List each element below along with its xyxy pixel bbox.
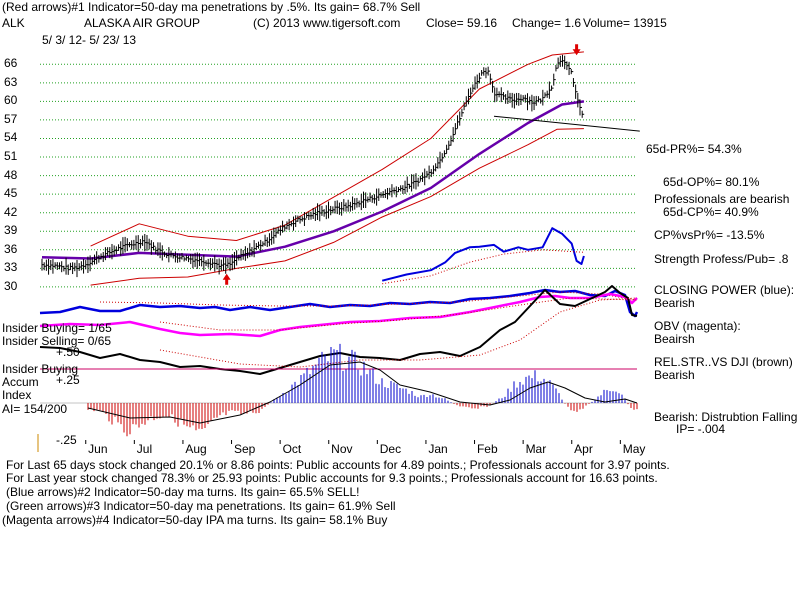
x-tick-label: Dec — [379, 442, 402, 456]
x-tick-label: Feb — [476, 442, 498, 456]
copyright-text: (C) 2013 www.tigersoft.com — [253, 16, 401, 30]
obv-line — [39, 292, 638, 338]
op65-value: 65d-OP%= 80.1% — [663, 175, 760, 189]
acc-tick-top: +.50 — [56, 345, 80, 359]
y-tick-label: 66 — [4, 56, 18, 71]
x-tick-label: May — [622, 442, 646, 456]
x-tick-label: Apr — [574, 442, 593, 456]
x-tick-label: Mar — [525, 442, 547, 456]
obv-label: OBV (magenta): — [654, 319, 741, 333]
insider-buying: Insider Buying= 1/65 — [2, 321, 112, 335]
x-tick-label: Jun — [88, 442, 108, 456]
cp65-value: 65d-CP%= 40.9% — [663, 205, 759, 219]
ai-value: AI= 154/200 — [2, 402, 68, 416]
y-tick-label: 39 — [4, 223, 18, 238]
footer-65day: For Last 65 days stock changed 20.1% or … — [6, 458, 670, 472]
relstr-label: REL.STR..VS DJI (brown) — [654, 355, 793, 369]
ticker-symbol: ALK — [2, 16, 25, 30]
y-tick-label: 30 — [4, 278, 18, 293]
insider-selling: Insider Selling= 0/65 — [2, 334, 112, 348]
acc-tick-bottom: -.25 — [56, 433, 77, 447]
y-tick-label: 54 — [4, 130, 18, 145]
x-tick-label: Jan — [428, 442, 448, 456]
upper-band-line — [90, 51, 584, 247]
closing-power-status: Bearish — [654, 296, 695, 310]
closing-power-label: CLOSING POWER (blue): — [654, 283, 795, 297]
y-tick-label: 33 — [4, 260, 18, 275]
obv-ma-line — [159, 297, 638, 331]
footer-green-arrows: (Green arrows)#3 Indicator=50-day ma pen… — [6, 499, 396, 513]
x-tick-label: Nov — [331, 442, 353, 456]
x-tick-label: Jul — [136, 442, 153, 456]
change-value: Change= 1.6 — [512, 16, 582, 30]
closing-power-lower-line — [39, 288, 639, 318]
insider-buying-label: Insider Buying — [2, 362, 79, 376]
acc-index-ma-line — [87, 361, 638, 424]
y-tick-label: 51 — [4, 149, 18, 164]
support-trendline — [493, 115, 640, 132]
y-tick-label: 42 — [4, 204, 18, 219]
obv-status: Beairsh — [654, 332, 695, 346]
y-tick-label: 36 — [4, 241, 18, 256]
closing-power-ma-line — [382, 249, 584, 285]
x-tick-label: Oct — [282, 442, 302, 456]
index-label: Index — [2, 388, 32, 402]
y-tick-label: 63 — [4, 74, 18, 89]
volume-value: Volume= 13915 — [583, 16, 667, 30]
y-tick-label: 48 — [4, 167, 18, 182]
y-tick-label: 57 — [4, 111, 18, 126]
accum-status: Bearish: Distrubtion Falling — [654, 410, 798, 424]
y-tick-label: 45 — [4, 186, 18, 201]
red-arrow-up — [222, 273, 231, 285]
red-arrow-down — [572, 44, 581, 56]
date-range: 5/ 3/ 12- 5/ 23/ 13 — [42, 33, 137, 47]
close-value: Close= 59.16 — [426, 16, 498, 30]
relative-strength-ma-line — [159, 297, 638, 368]
lower-band-line — [90, 128, 584, 286]
y-tick-label: 60 — [4, 93, 18, 108]
ma50-line — [41, 100, 585, 260]
accum-label: Accum — [2, 375, 39, 389]
footer-magenta-arrows: (Magenta arrows)#4 Indicator=50-day IPA … — [2, 513, 388, 527]
pr65-value: 65d-PR%= 54.3% — [646, 142, 742, 156]
ip-value: IP= -.004 — [676, 422, 726, 436]
professionals-bearish: Professionals are bearish — [654, 192, 790, 206]
header-line-red-arrows: (Red arrows)#1 Indicator=50-day ma penet… — [2, 0, 421, 14]
x-tick-label: Sep — [233, 442, 256, 456]
footer-year: For Last year stock changed 78.3% or 25.… — [6, 471, 658, 485]
relstr-status: Bearish — [654, 368, 695, 382]
company-name: ALASKA AIR GROUP — [84, 16, 201, 30]
x-tick-label: Aug — [185, 442, 207, 456]
strength-ratio: Strength Profess/Pub= .8 — [654, 252, 789, 266]
acc-tick-mid: +.25 — [56, 373, 80, 387]
footer-blue-arrows: (Blue arrows)#2 Indicator=50-day ma turn… — [6, 485, 360, 499]
cp-vs-pr-value: CP%vsPr%= -13.5% — [654, 228, 765, 242]
closing-power-line — [381, 227, 585, 282]
closing-power-lower-ma — [99, 291, 638, 307]
relative-strength-line — [39, 285, 638, 375]
